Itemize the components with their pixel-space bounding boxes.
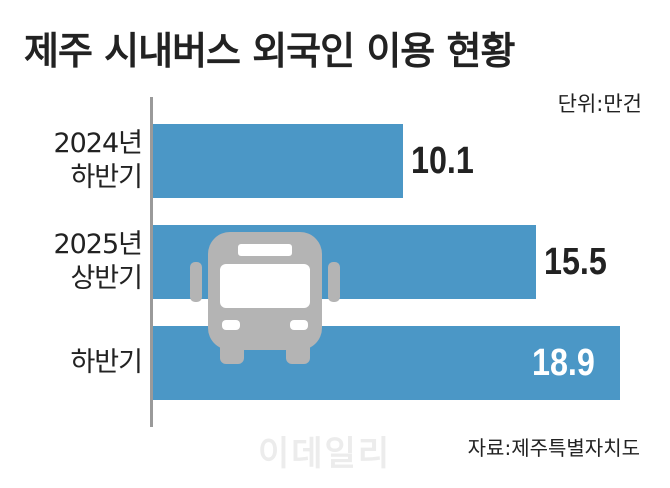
watermark: 이데일리 (258, 434, 392, 474)
unit-label: 단위:만건 (557, 92, 642, 116)
bus-icon (190, 232, 340, 364)
bar (153, 124, 403, 198)
value-label: 10.1 (410, 140, 474, 182)
value-label: 18.9 (532, 342, 595, 384)
category-label: 하반기 (70, 347, 143, 378)
axis-line (150, 97, 153, 427)
value-label: 15.5 (543, 241, 607, 283)
source: 자료:제주특별자치도 (467, 436, 640, 460)
chart-title: 제주 시내버스 외국인 이용 현황 (24, 29, 515, 73)
category-label: 2024년 하반기 (53, 128, 143, 193)
category-label: 2025년 상반기 (53, 229, 143, 294)
